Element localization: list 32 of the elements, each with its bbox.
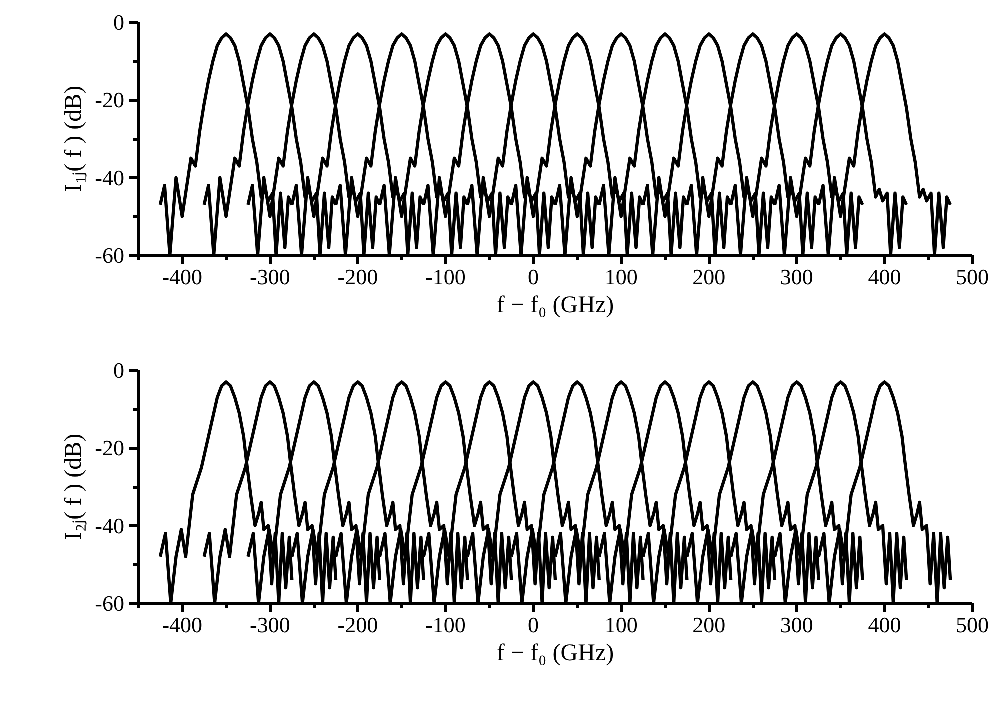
- x-tick-label: 200: [692, 264, 726, 290]
- x-tick-label: -100: [426, 264, 466, 290]
- x-tick-label: 300: [780, 612, 814, 638]
- x-axis-title: f − f₀ (GHz): [496, 640, 614, 666]
- x-tick-label: -200: [338, 612, 378, 638]
- y-tick-label: 0: [114, 358, 124, 383]
- y-tick-label: -40: [95, 513, 124, 538]
- x-tick-label: 0: [528, 264, 540, 290]
- x-tick-label: -300: [250, 612, 290, 638]
- x-tick-label: 0: [528, 612, 540, 638]
- x-tick-label: 500: [956, 612, 989, 638]
- x-tick-label: 100: [604, 612, 638, 638]
- x-tick-label: 300: [780, 264, 814, 290]
- y-tick-label: -60: [95, 243, 124, 268]
- x-tick-label: -200: [338, 264, 378, 290]
- x-axis-title: f − f₀ (GHz): [496, 292, 614, 318]
- y-tick-label: -60: [95, 591, 124, 616]
- y-tick-label: -20: [95, 436, 124, 461]
- y-tick-label: -40: [95, 165, 124, 190]
- y-tick-label: -20: [95, 88, 124, 113]
- x-tick-label: -100: [426, 612, 466, 638]
- y-axis-title: I₁ⱼ( f ) (dB): [61, 86, 88, 192]
- x-tick-label: 400: [868, 612, 902, 638]
- x-tick-label: -400: [162, 612, 203, 638]
- x-tick-label: 500: [956, 264, 989, 290]
- y-tick-label: 0: [114, 10, 124, 35]
- y-axis-title: I₂ⱼ( f ) (dB): [61, 434, 88, 540]
- x-tick-label: -400: [162, 264, 203, 290]
- x-tick-label: 200: [692, 612, 726, 638]
- x-tick-label: 400: [868, 264, 902, 290]
- x-tick-label: -300: [250, 264, 290, 290]
- x-tick-label: 100: [604, 264, 638, 290]
